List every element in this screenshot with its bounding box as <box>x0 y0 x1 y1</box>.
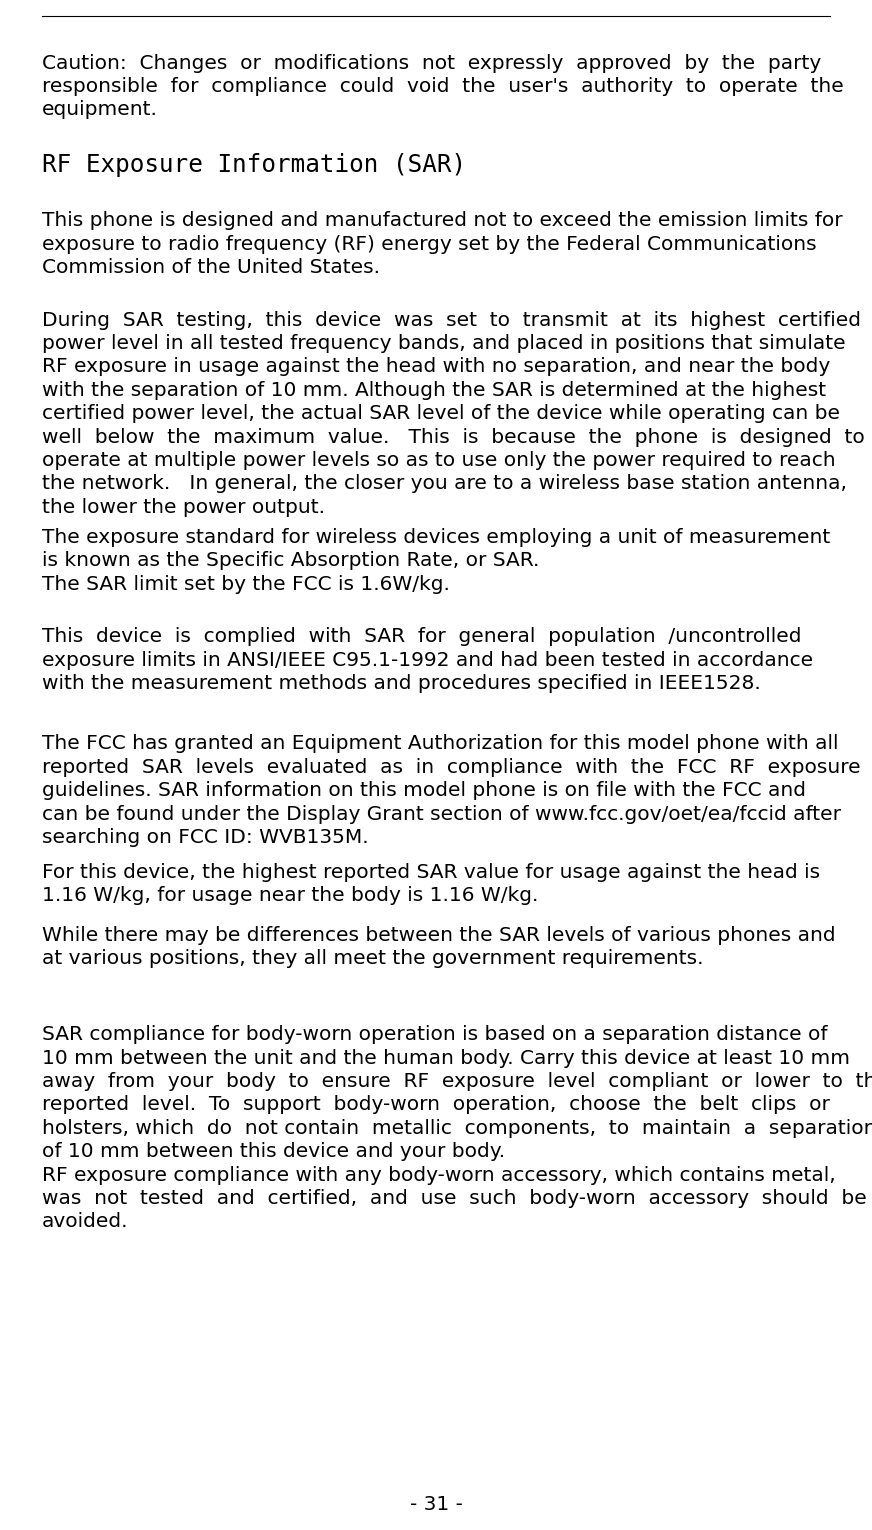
Text: operate at multiple power levels so as to use only the power required to reach: operate at multiple power levels so as t… <box>42 451 835 470</box>
Text: Commission of the United States.: Commission of the United States. <box>42 259 380 277</box>
Text: The FCC has granted an Equipment Authorization for this model phone with all: The FCC has granted an Equipment Authori… <box>42 734 838 753</box>
Text: is known as the Specific Absorption Rate, or SAR.: is known as the Specific Absorption Rate… <box>42 551 539 571</box>
Text: The SAR limit set by the FCC is 1.6W/kg.: The SAR limit set by the FCC is 1.6W/kg. <box>42 575 450 594</box>
Text: RF exposure compliance with any body-worn accessory, which contains metal,: RF exposure compliance with any body-wor… <box>42 1166 835 1184</box>
Text: with the measurement methods and procedures specified in IEEE1528.: with the measurement methods and procedu… <box>42 675 760 693</box>
Text: of 10 mm between this device and your body.: of 10 mm between this device and your bo… <box>42 1141 505 1161</box>
Text: avoided.: avoided. <box>42 1212 128 1232</box>
Text: reported  level.  To  support  body-worn  operation,  choose  the  belt  clips  : reported level. To support body-worn ope… <box>42 1095 830 1114</box>
Text: While there may be differences between the SAR levels of various phones and: While there may be differences between t… <box>42 926 835 944</box>
Text: This phone is designed and manufactured not to exceed the emission limits for: This phone is designed and manufactured … <box>42 211 842 230</box>
Text: exposure limits in ANSI/IEEE C95.1-1992 and had been tested in accordance: exposure limits in ANSI/IEEE C95.1-1992 … <box>42 650 813 670</box>
Text: power level in all tested frequency bands, and placed in positions that simulate: power level in all tested frequency band… <box>42 334 846 353</box>
Text: equipment.: equipment. <box>42 101 158 119</box>
Text: holsters, which  do  not contain  metallic  components,  to  maintain  a  separa: holsters, which do not contain metallic … <box>42 1118 872 1138</box>
Text: 1.16 W/kg, for usage near the body is 1.16 W/kg.: 1.16 W/kg, for usage near the body is 1.… <box>42 886 538 906</box>
Text: The exposure standard for wireless devices employing a unit of measurement: The exposure standard for wireless devic… <box>42 528 830 546</box>
Text: Caution:  Changes  or  modifications  not  expressly  approved  by  the  party: Caution: Changes or modifications not ex… <box>42 54 821 72</box>
Text: 10 mm between the unit and the human body. Carry this device at least 10 mm: 10 mm between the unit and the human bod… <box>42 1048 850 1068</box>
Text: - 31 -: - 31 - <box>410 1495 462 1513</box>
Text: the network.   In general, the closer you are to a wireless base station antenna: the network. In general, the closer you … <box>42 474 847 494</box>
Text: the lower the power output.: the lower the power output. <box>42 497 325 517</box>
Text: with the separation of 10 mm. Although the SAR is determined at the highest: with the separation of 10 mm. Although t… <box>42 381 826 399</box>
Text: was  not  tested  and  certified,  and  use  such  body-worn  accessory  should : was not tested and certified, and use su… <box>42 1189 867 1209</box>
Text: well  below  the  maximum  value.   This  is  because  the  phone  is  designed : well below the maximum value. This is be… <box>42 428 865 447</box>
Text: For this device, the highest reported SAR value for usage against the head is: For this device, the highest reported SA… <box>42 863 820 881</box>
Text: at various positions, they all meet the government requirements.: at various positions, they all meet the … <box>42 949 704 968</box>
Text: RF exposure in usage against the head with no separation, and near the body: RF exposure in usage against the head wi… <box>42 358 830 376</box>
Text: exposure to radio frequency (RF) energy set by the Federal Communications: exposure to radio frequency (RF) energy … <box>42 234 816 254</box>
Text: This  device  is  complied  with  SAR  for  general  population  /uncontrolled: This device is complied with SAR for gen… <box>42 627 801 646</box>
Text: RF Exposure Information (SAR): RF Exposure Information (SAR) <box>42 153 466 177</box>
Text: guidelines. SAR information on this model phone is on file with the FCC and: guidelines. SAR information on this mode… <box>42 782 806 800</box>
Text: responsible  for  compliance  could  void  the  user's  authority  to  operate  : responsible for compliance could void th… <box>42 76 843 96</box>
Text: During  SAR  testing,  this  device  was  set  to  transmit  at  its  highest  c: During SAR testing, this device was set … <box>42 311 861 329</box>
Text: reported  SAR  levels  evaluated  as  in  compliance  with  the  FCC  RF  exposu: reported SAR levels evaluated as in comp… <box>42 757 861 777</box>
Text: away  from  your  body  to  ensure  RF  exposure  level  compliant  or  lower  t: away from your body to ensure RF exposur… <box>42 1073 872 1091</box>
Text: can be found under the Display Grant section of www.fcc.gov/oet/ea/fccid after: can be found under the Display Grant sec… <box>42 805 841 823</box>
Text: certified power level, the actual SAR level of the device while operating can be: certified power level, the actual SAR le… <box>42 404 840 424</box>
Text: SAR compliance for body-worn operation is based on a separation distance of: SAR compliance for body-worn operation i… <box>42 1025 828 1043</box>
Text: searching on FCC ID: WVB135M.: searching on FCC ID: WVB135M. <box>42 828 369 848</box>
